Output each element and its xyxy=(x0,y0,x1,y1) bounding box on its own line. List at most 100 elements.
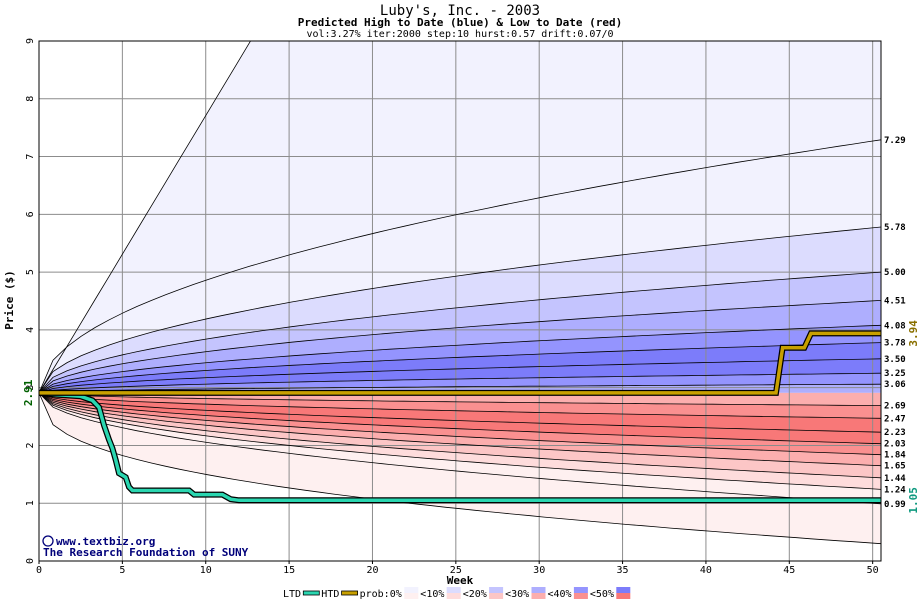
legend-band-label: <20% xyxy=(463,589,487,600)
chart-subtitle: Predicted High to Date (blue) & Low to D… xyxy=(298,16,623,29)
low-quantile-label: 0.99 xyxy=(884,500,906,510)
legend-htd-swatch xyxy=(341,590,359,596)
x-tick-label: 50 xyxy=(867,565,879,576)
high-band xyxy=(39,342,881,393)
y-tick-label: 4 xyxy=(25,327,36,333)
legend-band-swatch-blue xyxy=(489,587,504,593)
quantile-line xyxy=(39,392,881,479)
x-tick-label: 35 xyxy=(617,565,629,576)
plot-content xyxy=(39,41,881,561)
low-quantile-label: 1.84 xyxy=(884,451,906,461)
high-band xyxy=(39,41,881,393)
high-band xyxy=(39,300,881,393)
quantile-line xyxy=(39,392,881,445)
x-tick-label: 5 xyxy=(119,565,125,576)
low-quantile-label: 2.69 xyxy=(884,402,906,412)
quantile-line xyxy=(39,324,881,394)
y-tick-label: 3 xyxy=(25,385,36,391)
quantile-line xyxy=(39,383,881,394)
high-band xyxy=(39,139,881,393)
ltd-series-line xyxy=(39,391,881,503)
low-band xyxy=(39,392,881,455)
legend-band-swatch-red xyxy=(616,593,631,599)
ltd-end-label: 1.05 xyxy=(907,487,920,514)
credit-url: www.textbiz.org xyxy=(56,535,155,548)
low-quantile-label: 2.23 xyxy=(884,428,906,438)
y-tick-label: 9 xyxy=(25,38,36,44)
quantile-line xyxy=(39,392,881,406)
x-tick-label: 25 xyxy=(450,565,462,576)
high-quantile-label: 3.78 xyxy=(884,339,906,349)
high-quantile-label: 3.06 xyxy=(884,380,906,390)
high-quantile-label: 3.25 xyxy=(884,369,906,379)
chart-title: Luby's, Inc. - 2003 xyxy=(380,3,540,19)
quantile-line xyxy=(39,358,881,394)
low-band xyxy=(39,392,881,433)
quantile-line xyxy=(39,392,881,505)
chart-params: vol:3.27% iter:2000 step:10 hurst:0.57 d… xyxy=(306,29,613,40)
high-quantile-label: 4.08 xyxy=(884,321,906,331)
low-quantile-label: 2.47 xyxy=(884,414,906,424)
high-band xyxy=(39,325,881,393)
legend-band-swatch-blue xyxy=(531,587,546,593)
low-quantile-label: 1.44 xyxy=(884,474,906,484)
high-quantile-label: 4.51 xyxy=(884,296,906,306)
x-tick-label: 20 xyxy=(366,565,378,576)
legend-band-swatch-red xyxy=(489,593,504,599)
y-tick-label: 8 xyxy=(25,96,36,102)
legend-band-swatch-red xyxy=(573,593,588,599)
quantile-line xyxy=(39,392,881,490)
htd-series-line xyxy=(39,331,881,395)
legend: LTD HTD prob:0% <10% <20% <30% <40% <50% xyxy=(283,587,631,600)
y-axis-label: Price ($) xyxy=(3,270,16,330)
y-tick-label: 5 xyxy=(25,269,36,275)
legend-ltd-swatch xyxy=(302,590,320,596)
legend-band-label: <30% xyxy=(505,589,529,600)
low-quantile-label: 1.65 xyxy=(884,462,906,472)
high-quantile-label: 7.29 xyxy=(884,136,906,146)
low-band xyxy=(39,392,881,504)
high-quantile-label: 3.50 xyxy=(884,355,906,365)
y-tick-label: 2 xyxy=(25,442,36,448)
legend-band-swatch-blue xyxy=(446,587,461,593)
legend-band-swatch-red xyxy=(404,593,419,599)
x-tick-label: 0 xyxy=(36,565,42,576)
high-band xyxy=(39,227,881,393)
legend-prob-label: prob:0% xyxy=(360,589,402,600)
x-tick-label: 30 xyxy=(533,565,545,576)
legend-band-swatch-blue xyxy=(404,587,419,593)
x-tick-label: 10 xyxy=(200,565,212,576)
y-tick-label: 1 xyxy=(25,500,36,506)
low-band xyxy=(39,392,881,478)
legend-band-label: <40% xyxy=(548,589,572,600)
y-tick-label: 6 xyxy=(25,211,36,217)
credit-org: The Research Foundation of SUNY xyxy=(43,546,249,559)
legend-band-swatch-red xyxy=(446,593,461,599)
legend-band-swatch-red xyxy=(531,593,546,599)
quantile-line xyxy=(39,226,881,394)
x-tick-label: 40 xyxy=(700,565,712,576)
high-band xyxy=(39,272,881,393)
low-band xyxy=(39,392,881,544)
quantile-line xyxy=(39,342,881,394)
low-quantile-label: 2.03 xyxy=(884,440,906,450)
low-band xyxy=(39,392,881,466)
legend-band-swatch-blue xyxy=(573,587,588,593)
legend-band-label: <10% xyxy=(420,589,444,600)
legend-ltd-label: LTD xyxy=(283,589,301,600)
start-price-label: 2.91 xyxy=(22,379,35,406)
low-band xyxy=(39,392,881,406)
low-quantile-label: 1.24 xyxy=(884,485,906,495)
high-quantile-label: 5.00 xyxy=(884,268,906,278)
x-tick-label: 15 xyxy=(283,565,295,576)
quantile-line xyxy=(39,372,881,394)
legend-htd-label: HTD xyxy=(321,589,339,600)
low-band xyxy=(39,392,881,444)
legend-band-label: <50% xyxy=(590,589,614,600)
quantile-line xyxy=(39,41,251,394)
quantile-line xyxy=(39,392,881,419)
y-tick-label: 0 xyxy=(25,558,36,564)
quantile-line xyxy=(39,392,881,433)
quantile-line xyxy=(39,139,881,394)
